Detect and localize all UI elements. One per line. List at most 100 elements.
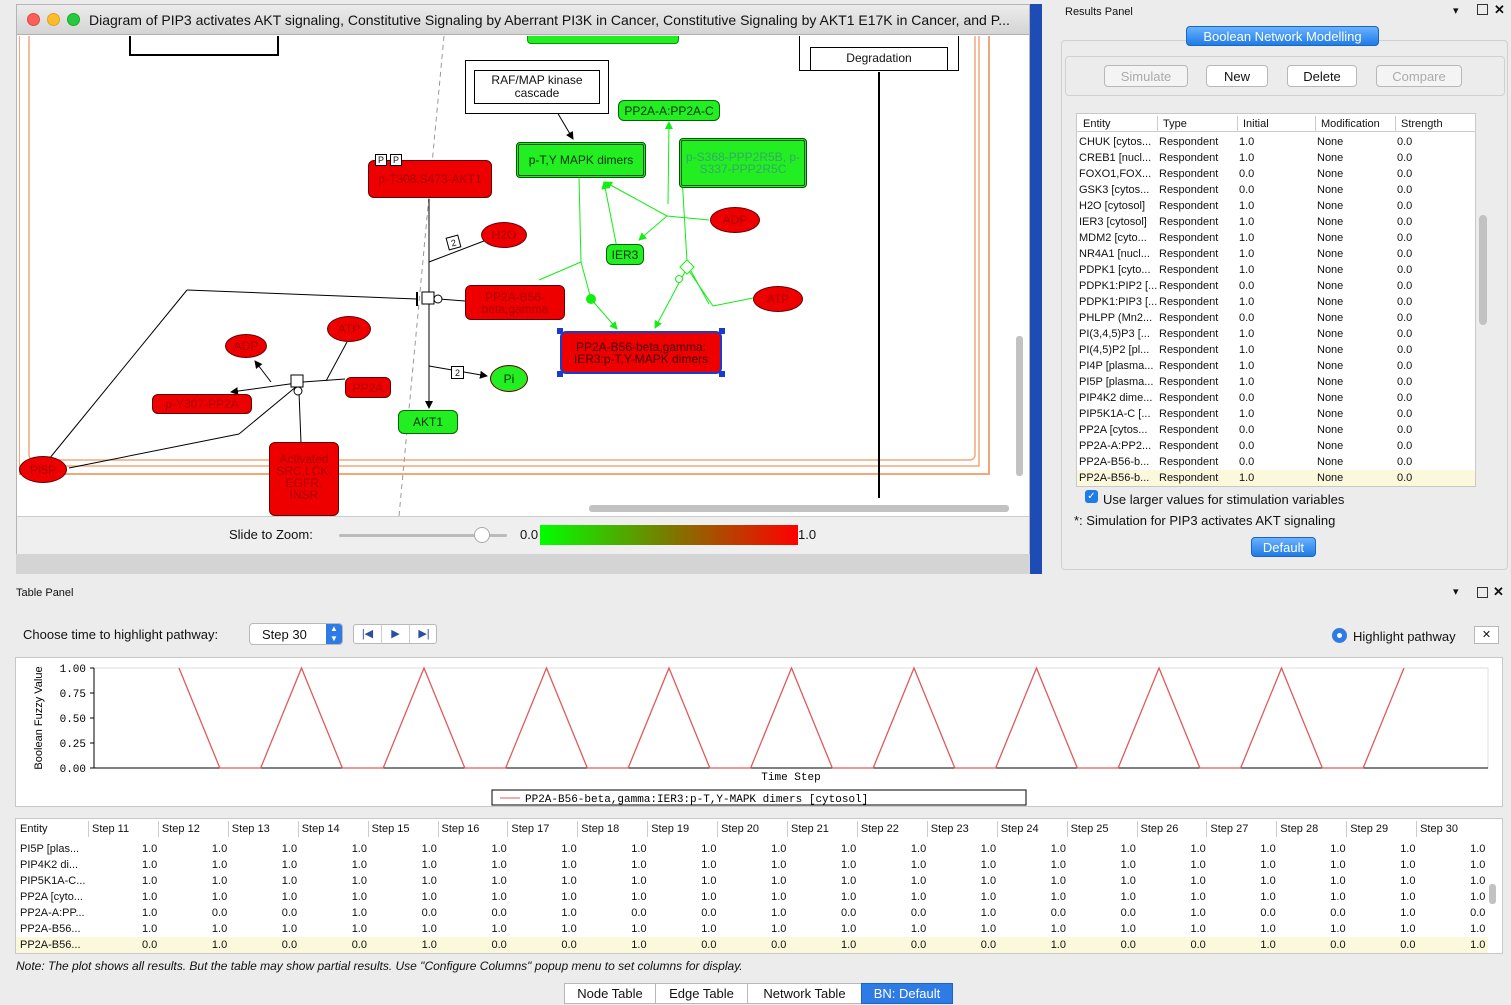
raf-map-kinase-cascade-box[interactable]: RAF/MAP kinase cascade bbox=[465, 60, 609, 114]
table-row[interactable]: PP2A-A:PP... 1.0 0.0 0.0 1.0 0.0 0.0 1.0 0.0 0.0 1… bbox=[16, 905, 1488, 921]
delete-button[interactable]: Delete bbox=[1287, 65, 1357, 87]
table-row[interactable]: PI(3,4,5)P3 [... Respondent 1.0 None 0.0 bbox=[1077, 326, 1475, 342]
results-table-scrollbar[interactable] bbox=[1479, 215, 1487, 325]
column-header[interactable]: Step 11 bbox=[92, 823, 130, 835]
close-panel-icon[interactable]: ✕ bbox=[1493, 584, 1504, 599]
table-row[interactable]: MDM2 [cyto... Respondent 1.0 None 0.0 bbox=[1077, 230, 1475, 246]
table-row[interactable]: PDPK1:PIP3 [... Respondent 1.0 None 0.0 bbox=[1077, 294, 1475, 310]
column-header[interactable]: Step 16 bbox=[441, 823, 480, 835]
column-header[interactable]: Step 22 bbox=[860, 823, 899, 835]
column-header[interactable]: Step 29 bbox=[1350, 823, 1389, 835]
table-row[interactable]: PP2A-B56... 1.0 1.0 1.0 1.0 1.0 1.0 1.0 1.0 1.0 1.… bbox=[16, 921, 1488, 937]
table-row[interactable]: FOXO1,FOX... Respondent 0.0 None 0.0 bbox=[1077, 166, 1475, 182]
column-header[interactable]: Step 28 bbox=[1280, 823, 1319, 835]
column-header[interactable]: Entity bbox=[20, 823, 48, 835]
node-atp-right[interactable]: ATP bbox=[753, 286, 803, 312]
table-row[interactable]: PI(4,5)P2 [pl... Respondent 1.0 None 0.0 bbox=[1077, 342, 1475, 358]
table-row[interactable]: PI4P [plasma... Respondent 1.0 None 0.0 bbox=[1077, 358, 1475, 374]
table-row[interactable]: CHUK [cytos... Respondent 1.0 None 0.0 bbox=[1077, 134, 1475, 150]
column-header[interactable]: Step 27 bbox=[1210, 823, 1249, 835]
table-row[interactable]: PIP4K2 dime... Respondent 0.0 None 0.0 bbox=[1077, 390, 1475, 406]
top-left-box[interactable] bbox=[129, 36, 279, 56]
node-p-t308-s473-akt1[interactable]: p-T308,S473-AKT1 bbox=[368, 160, 492, 198]
larger-values-checkbox[interactable]: ✓ bbox=[1085, 490, 1098, 503]
column-header[interactable]: Entity bbox=[1083, 118, 1111, 130]
table-row[interactable]: PP2A [cyto... 1.0 1.0 1.0 1.0 1.0 1.0 1.0 1.0 1.0… bbox=[16, 889, 1488, 905]
node-akt1[interactable]: AKT1 bbox=[398, 410, 458, 434]
float-panel-icon[interactable] bbox=[1477, 4, 1488, 15]
column-header[interactable]: Modification bbox=[1321, 118, 1380, 130]
node-p-y307-pp2a[interactable]: p-Y307-PP2A bbox=[152, 394, 252, 414]
node-pp2a[interactable]: PP2A bbox=[345, 377, 391, 398]
minimize-window-button[interactable] bbox=[47, 13, 60, 26]
zoom-window-button[interactable] bbox=[67, 13, 80, 26]
node-pi[interactable]: Pi bbox=[490, 365, 528, 392]
table-row[interactable]: PHLPP (Mn2... Respondent 0.0 None 0.0 bbox=[1077, 310, 1475, 326]
table-row[interactable]: PP2A-A:PP2... Respondent 0.0 None 0.0 bbox=[1077, 438, 1475, 454]
table-row[interactable]: PI5P [plas... 1.0 1.0 1.0 1.0 1.0 1.0 1.0 1.0 1.0… bbox=[16, 841, 1488, 857]
table-row[interactable]: CREB1 [nucl... Respondent 1.0 None 0.0 bbox=[1077, 150, 1475, 166]
column-header[interactable]: Step 13 bbox=[231, 823, 270, 835]
highlight-pathway-radio[interactable] bbox=[1332, 628, 1347, 643]
table-row[interactable]: IER3 [cytosol] Respondent 1.0 None 0.0 bbox=[1077, 214, 1475, 230]
node-atp-left[interactable]: ATP bbox=[327, 316, 371, 342]
column-header[interactable]: Strength bbox=[1401, 118, 1443, 130]
zoom-slider-track[interactable] bbox=[339, 534, 507, 537]
column-header[interactable]: Step 26 bbox=[1140, 823, 1179, 835]
compare-button[interactable]: Compare bbox=[1376, 65, 1462, 87]
column-header[interactable]: Step 21 bbox=[791, 823, 829, 835]
degradation-box[interactable]: Degradation bbox=[799, 36, 959, 71]
column-header[interactable]: Step 24 bbox=[1000, 823, 1039, 835]
node-p-s368-ppp2r5b[interactable]: p-S368-PPP2R5B, p-S337-PPP2R5C bbox=[679, 138, 807, 188]
play-icon[interactable]: ▶ bbox=[382, 625, 410, 643]
float-panel-icon[interactable] bbox=[1477, 587, 1488, 598]
node-adp-left[interactable]: ADP bbox=[225, 334, 267, 358]
node-pp2a-ier3-mapk-complex[interactable]: PP2A-B56-beta,gamma: IER3:p-T,Y-MAPK dim… bbox=[560, 331, 722, 374]
table-row[interactable]: PDPK1:PIP2 [... Respondent 0.0 None 0.0 bbox=[1077, 278, 1475, 294]
table-row[interactable]: PIP4K2 di... 1.0 1.0 1.0 1.0 1.0 1.0 1.0 1.0 1.0 1… bbox=[16, 857, 1488, 873]
results-table[interactable]: Entity Type Initial Modification Strength CHU… bbox=[1076, 113, 1476, 487]
panel-menu-icon[interactable]: ▾ bbox=[1453, 5, 1459, 17]
table-row[interactable]: H2O [cytosol] Respondent 1.0 None 0.0 bbox=[1077, 198, 1475, 214]
column-header[interactable]: Step 18 bbox=[581, 823, 620, 835]
network-canvas[interactable]: Degradation RAF/MAP kinase cascade PP2A-… bbox=[19, 36, 1029, 516]
table-row[interactable]: GSK3 [cytos... Respondent 0.0 None 0.0 bbox=[1077, 182, 1475, 198]
new-button[interactable]: New bbox=[1206, 65, 1268, 87]
panel-menu-icon[interactable]: ▾ bbox=[1453, 586, 1459, 598]
table-row[interactable]: PP2A-B56... 0.0 1.0 0.0 0.0 1.0 0.0 0.0 1.0 0.0 0.… bbox=[16, 937, 1488, 953]
clear-highlight-button[interactable]: ✕ bbox=[1474, 626, 1499, 644]
column-header[interactable]: Step 23 bbox=[930, 823, 969, 835]
tab-network-table[interactable]: Network Table bbox=[747, 983, 862, 1004]
node-activated-src-lck-egfr-insr[interactable]: Activated SRC,LCK, EGFR, INSR bbox=[269, 442, 339, 516]
column-header[interactable]: Step 14 bbox=[301, 823, 340, 835]
data-table-scrollbar[interactable] bbox=[1489, 884, 1496, 904]
table-row[interactable]: PI5P [plasma... Respondent 1.0 None 0.0 bbox=[1077, 374, 1475, 390]
column-header[interactable]: Step 25 bbox=[1070, 823, 1109, 835]
close-panel-icon[interactable]: ✕ bbox=[1494, 2, 1505, 17]
table-row[interactable]: NR4A1 [nucl... Respondent 1.0 None 0.0 bbox=[1077, 246, 1475, 262]
next-step-icon[interactable]: ▶| bbox=[418, 628, 430, 640]
node-pp2a-a-pp2a-c[interactable]: PP2A-A:PP2A-C bbox=[618, 100, 720, 121]
table-row[interactable]: PP2A-B56-b... Respondent 1.0 None 0.0 bbox=[1077, 470, 1475, 486]
column-header[interactable]: Step 12 bbox=[161, 823, 200, 835]
tab-boolean-network-modelling[interactable]: Boolean Network Modelling bbox=[1186, 26, 1379, 46]
node-pp2a-b56-beta-gamma[interactable]: PP2A-B56-beta,gamma bbox=[465, 285, 565, 320]
previous-step-icon[interactable]: |◀ bbox=[354, 625, 382, 643]
node-pi5p[interactable]: PI5P bbox=[19, 456, 67, 483]
close-window-button[interactable] bbox=[27, 13, 40, 26]
node-p-ty-mapk-dimers[interactable]: p-T,Y MAPK dimers bbox=[516, 142, 646, 178]
table-row[interactable]: PIP5K1A-C [... Respondent 1.0 None 0.0 bbox=[1077, 406, 1475, 422]
column-header[interactable]: Step 15 bbox=[371, 823, 410, 835]
tab-bn-default[interactable]: BN: Default bbox=[861, 983, 953, 1004]
node-adp-right[interactable]: ADP bbox=[710, 207, 760, 233]
tab-node-table[interactable]: Node Table bbox=[564, 983, 656, 1004]
table-row[interactable]: PDPK1 [cyto... Respondent 1.0 None 0.0 bbox=[1077, 262, 1475, 278]
node-h2o[interactable]: H2O bbox=[481, 222, 527, 248]
simulate-button[interactable]: Simulate bbox=[1104, 65, 1188, 87]
simulation-data-table[interactable]: Entity Step 11 Step 12 Step 13 Step 14 Step 1… bbox=[15, 818, 1503, 954]
column-header[interactable]: Initial bbox=[1243, 118, 1269, 130]
column-header[interactable]: Type bbox=[1163, 118, 1187, 130]
column-header[interactable]: Step 19 bbox=[651, 823, 690, 835]
step-select[interactable]: Step 30 ▲ ▼ bbox=[249, 623, 343, 645]
table-row[interactable]: PIP5K1A-C... 1.0 1.0 1.0 1.0 1.0 1.0 1.0 1.0 1.0 1… bbox=[16, 873, 1488, 889]
